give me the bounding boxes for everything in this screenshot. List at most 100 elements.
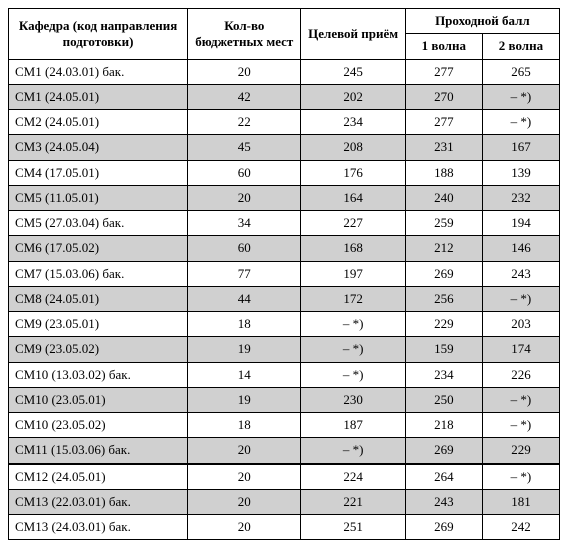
cell-target: – *) [301,362,405,387]
cell-budget: 22 [188,110,301,135]
cell-dept: СМ5 (27.03.04) бак. [9,211,188,236]
cell-budget: 34 [188,211,301,236]
cell-budget: 14 [188,362,301,387]
cell-target: 227 [301,211,405,236]
col-budget: Кол-во бюджетных мест [188,9,301,60]
cell-dept: СМ10 (23.05.01) [9,387,188,412]
cell-budget: 20 [188,438,301,464]
cell-budget: 77 [188,261,301,286]
cell-dept: СМ1 (24.05.01) [9,84,188,109]
table-row: СМ13 (24.03.01) бак.20251269242 [9,515,560,540]
cell-budget: 20 [188,489,301,514]
cell-dept: СМ11 (15.03.06) бак. [9,438,188,464]
cell-wave2: 174 [482,337,559,362]
cell-wave1: 269 [405,515,482,540]
cell-wave1: 229 [405,312,482,337]
cell-wave1: 259 [405,211,482,236]
cell-target: 164 [301,185,405,210]
cell-budget: 42 [188,84,301,109]
cell-dept: СМ5 (11.05.01) [9,185,188,210]
cell-budget: 45 [188,135,301,160]
cell-dept: СМ7 (15.03.06) бак. [9,261,188,286]
cell-wave2: – *) [482,110,559,135]
cell-wave1: 188 [405,160,482,185]
cell-wave2: 181 [482,489,559,514]
cell-wave2: 243 [482,261,559,286]
cell-budget: 19 [188,337,301,362]
table-row: СМ6 (17.05.02)60168212146 [9,236,560,261]
cell-target: 221 [301,489,405,514]
cell-dept: СМ2 (24.05.01) [9,110,188,135]
cell-wave2: 229 [482,438,559,464]
cell-target: 176 [301,160,405,185]
cell-target: 187 [301,413,405,438]
cell-budget: 18 [188,312,301,337]
cell-target: 234 [301,110,405,135]
table-row: СМ13 (22.03.01) бак.20221243181 [9,489,560,514]
cell-dept: СМ10 (23.05.02) [9,413,188,438]
cell-target: 230 [301,387,405,412]
cell-dept: СМ4 (17.05.01) [9,160,188,185]
cell-wave2: 242 [482,515,559,540]
cell-budget: 20 [188,59,301,84]
cell-wave1: 159 [405,337,482,362]
table-row: СМ9 (23.05.01)18– *)229203 [9,312,560,337]
cell-target: 172 [301,286,405,311]
cell-budget: 44 [188,286,301,311]
cell-budget: 60 [188,236,301,261]
table-row: СМ3 (24.05.04)45208231167 [9,135,560,160]
cell-dept: СМ6 (17.05.02) [9,236,188,261]
cell-budget: 60 [188,160,301,185]
admissions-table: Кафедра (код направления подготовки) Кол… [8,8,560,540]
table-row: СМ2 (24.05.01)22234277– *) [9,110,560,135]
cell-wave2: – *) [482,464,559,490]
cell-wave2: 203 [482,312,559,337]
cell-wave2: – *) [482,84,559,109]
cell-target: 224 [301,464,405,490]
col-target: Целевой приём [301,9,405,60]
col-dept: Кафедра (код направления подготовки) [9,9,188,60]
table-row: СМ1 (24.05.01)42202270– *) [9,84,560,109]
cell-wave1: 250 [405,387,482,412]
cell-budget: 20 [188,515,301,540]
cell-wave2: 146 [482,236,559,261]
cell-dept: СМ13 (22.03.01) бак. [9,489,188,514]
cell-dept: СМ8 (24.05.01) [9,286,188,311]
table-row: СМ7 (15.03.06) бак.77197269243 [9,261,560,286]
cell-wave1: 269 [405,261,482,286]
cell-wave2: 265 [482,59,559,84]
cell-target: – *) [301,337,405,362]
cell-wave1: 256 [405,286,482,311]
cell-target: 197 [301,261,405,286]
cell-budget: 18 [188,413,301,438]
cell-wave2: 232 [482,185,559,210]
cell-wave2: 226 [482,362,559,387]
cell-wave1: 231 [405,135,482,160]
table-header: Кафедра (код направления подготовки) Кол… [9,9,560,60]
table-row: СМ12 (24.05.01)20224264– *) [9,464,560,490]
cell-dept: СМ9 (23.05.01) [9,312,188,337]
cell-dept: СМ10 (13.03.02) бак. [9,362,188,387]
cell-wave1: 264 [405,464,482,490]
table-row: СМ10 (23.05.01)19230250– *) [9,387,560,412]
cell-dept: СМ13 (24.03.01) бак. [9,515,188,540]
cell-target: 202 [301,84,405,109]
table-row: СМ5 (27.03.04) бак.34227259194 [9,211,560,236]
cell-wave2: – *) [482,286,559,311]
cell-wave1: 269 [405,438,482,464]
cell-target: 168 [301,236,405,261]
cell-wave2: 194 [482,211,559,236]
cell-dept: СМ9 (23.05.02) [9,337,188,362]
col-wave2: 2 волна [482,34,559,59]
cell-target: 251 [301,515,405,540]
cell-budget: 19 [188,387,301,412]
table-body: СМ1 (24.03.01) бак.20245277265СМ1 (24.05… [9,59,560,540]
cell-wave1: 277 [405,59,482,84]
cell-budget: 20 [188,464,301,490]
cell-wave1: 243 [405,489,482,514]
cell-dept: СМ1 (24.03.01) бак. [9,59,188,84]
cell-wave2: – *) [482,413,559,438]
cell-budget: 20 [188,185,301,210]
cell-wave1: 277 [405,110,482,135]
cell-wave1: 234 [405,362,482,387]
